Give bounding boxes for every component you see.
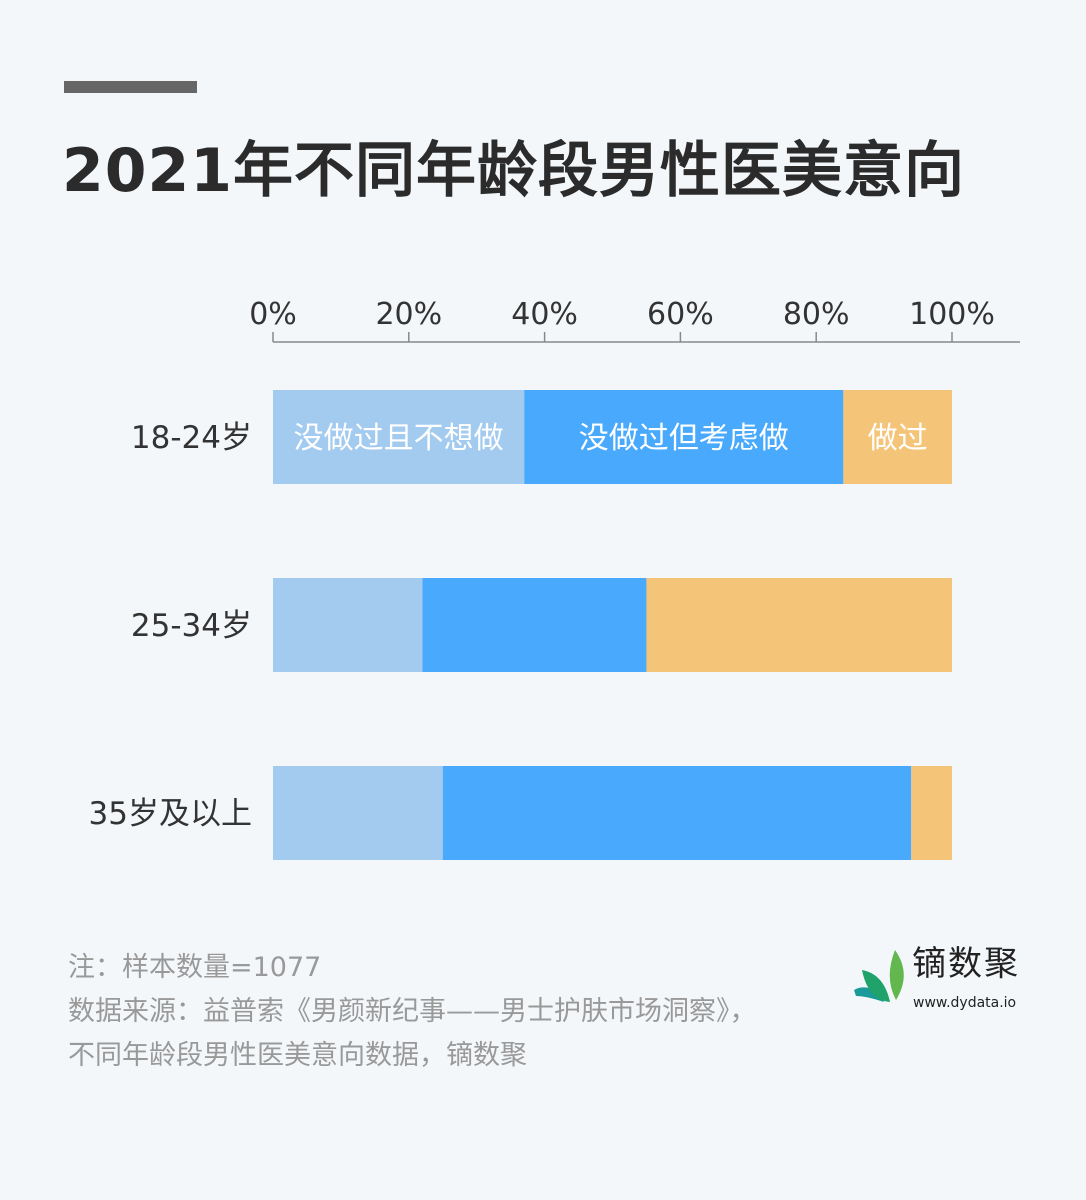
x-tick-label: 20% [375, 297, 442, 332]
series-label: 没做过但考虑做 [579, 421, 789, 456]
category-label: 18-24岁 [131, 420, 252, 456]
source-note: 数据来源：益普索《男颜新纪事——男士护肤市场洞察》，不同年龄段男性医美意向数据，… [68, 996, 757, 1071]
bar-segment [273, 390, 525, 484]
bar-segment [273, 578, 423, 672]
series-label: 做过 [868, 421, 928, 456]
decorative-bar [64, 81, 197, 93]
bar-segment [422, 578, 647, 672]
stacked-bar-chart: 0% 20% 40% 60% 80% 100% 18-24岁 没做过且不想做 没做过但考虑做 做过… [89, 297, 1020, 860]
category-label: 25-34岁 [131, 608, 252, 644]
bar-segment [273, 766, 443, 860]
bar-segment [442, 766, 912, 860]
footnote: 注：样本数量=1077 数据来源：益普索《男颜新纪事——男士护肤市场洞察》，不同… [68, 946, 758, 1078]
x-tick-label: 100% [909, 297, 995, 332]
sample-note: 注：样本数量=1077 [68, 952, 322, 983]
bar-segment [646, 578, 952, 672]
bar-segment [843, 390, 952, 484]
bar-segment [524, 390, 844, 484]
logo-name: 镝数聚 [912, 944, 1020, 984]
chart-title: 2021年不同年龄段男性医美意向 [62, 136, 965, 206]
bar-segment [911, 766, 952, 860]
x-tick-label: 0% [249, 297, 297, 332]
x-tick-label: 80% [783, 297, 850, 332]
x-tick-label: 60% [647, 297, 714, 332]
category-label: 35岁及以上 [89, 796, 252, 832]
series-label: 没做过且不想做 [294, 421, 504, 456]
brand-logo: 镝数聚 www.dydata.io [850, 944, 1070, 1024]
logo-url: www.dydata.io [913, 995, 1017, 1011]
x-tick-label: 40% [511, 297, 578, 332]
leaf-logo-icon [854, 950, 904, 1002]
